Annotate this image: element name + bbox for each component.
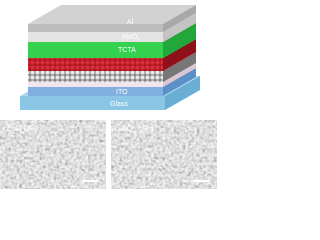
panel-label: ZnO NPs [6, 124, 39, 133]
scale-bar [82, 180, 98, 182]
layer-side [163, 63, 196, 87]
tcta-layer [28, 42, 163, 58]
qd-layer [28, 58, 163, 71]
layer-side [163, 23, 196, 58]
htl-layer [28, 82, 163, 87]
layer-label: MoO₃ [122, 34, 140, 41]
layer-side [163, 13, 196, 42]
panel-label: SnO₂ NPs [117, 124, 153, 133]
layer-label: ITO [116, 89, 128, 96]
layer-label: Glass [110, 101, 128, 108]
tem-panel: ZnO NPs [0, 120, 106, 189]
glass-layer [20, 96, 165, 110]
layer-label: Al [127, 19, 134, 26]
tem-image [0, 120, 106, 189]
al-layer [28, 24, 163, 32]
layer-side [165, 76, 200, 110]
layer-side [163, 39, 196, 71]
tem-panel: SnO₂ NPs [111, 120, 217, 189]
page: Al MoO₃ TCTA ITO Glass ZnO NPs SnO₂ NPs … [0, 5, 217, 189]
layer-label: TCTA [118, 47, 136, 54]
device-stack: Al MoO₃ TCTA ITO Glass [20, 5, 200, 110]
scale-bar [193, 180, 209, 182]
np-layer [28, 71, 163, 82]
layer-side [163, 68, 196, 96]
layer-side [163, 52, 196, 82]
moo3-layer [28, 32, 163, 42]
figure: Al MoO₃ TCTA ITO Glass ZnO NPs SnO₂ NPs [0, 5, 217, 189]
layer-side [163, 5, 196, 32]
tem-image [111, 120, 217, 189]
layer-top [28, 5, 196, 24]
ito-layer [28, 87, 163, 96]
